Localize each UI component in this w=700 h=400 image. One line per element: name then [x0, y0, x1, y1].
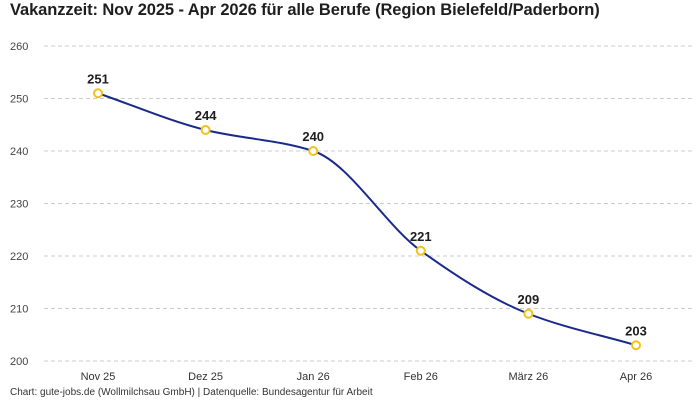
y-tick-label: 250 — [10, 94, 28, 106]
data-label: 244 — [195, 108, 217, 123]
data-point — [523, 308, 534, 319]
x-tick-label: Apr 26 — [620, 371, 652, 383]
data-point — [308, 146, 319, 156]
y-tick-label: 200 — [10, 356, 28, 368]
data-label: 221 — [410, 229, 432, 244]
y-axis-ticks: 200 210 220 230 240 250 260 — [10, 41, 28, 368]
x-tick-label: Nov 25 — [81, 371, 116, 383]
x-axis-ticks: Nov 25 Dez 25 Jan 26 Feb 26 März 26 Apr 26 — [81, 371, 653, 383]
grid-lines — [44, 45, 693, 362]
y-tick-label: 210 — [10, 304, 28, 316]
x-tick-label: Jan 26 — [297, 371, 330, 383]
series-layer — [97, 92, 637, 347]
data-label: 203 — [625, 323, 647, 338]
x-tick-label: Feb 26 — [404, 371, 438, 383]
x-tick-label: Dez 25 — [188, 371, 223, 383]
y-tick-label: 220 — [10, 251, 28, 263]
data-point — [415, 245, 426, 256]
y-tick-label: 260 — [10, 41, 28, 53]
data-labels-layer: 251 244 240 221 209 203 — [87, 71, 647, 338]
data-point — [631, 340, 641, 351]
chart-title: Vakanzzeit: Nov 2025 - Apr 2026 für alle… — [10, 1, 600, 19]
data-label: 251 — [87, 71, 109, 86]
y-tick-label: 230 — [10, 199, 28, 211]
x-tick-label: März 26 — [509, 371, 549, 383]
data-point — [200, 125, 211, 135]
data-point — [93, 88, 103, 99]
chart-footer: Chart: gute-jobs.de (Wollmilchsau GmbH) … — [10, 387, 373, 398]
markers-layer — [93, 88, 641, 351]
data-label: 209 — [518, 292, 540, 307]
data-label: 240 — [302, 129, 324, 144]
y-tick-label: 240 — [10, 146, 28, 158]
series-line — [97, 92, 637, 347]
